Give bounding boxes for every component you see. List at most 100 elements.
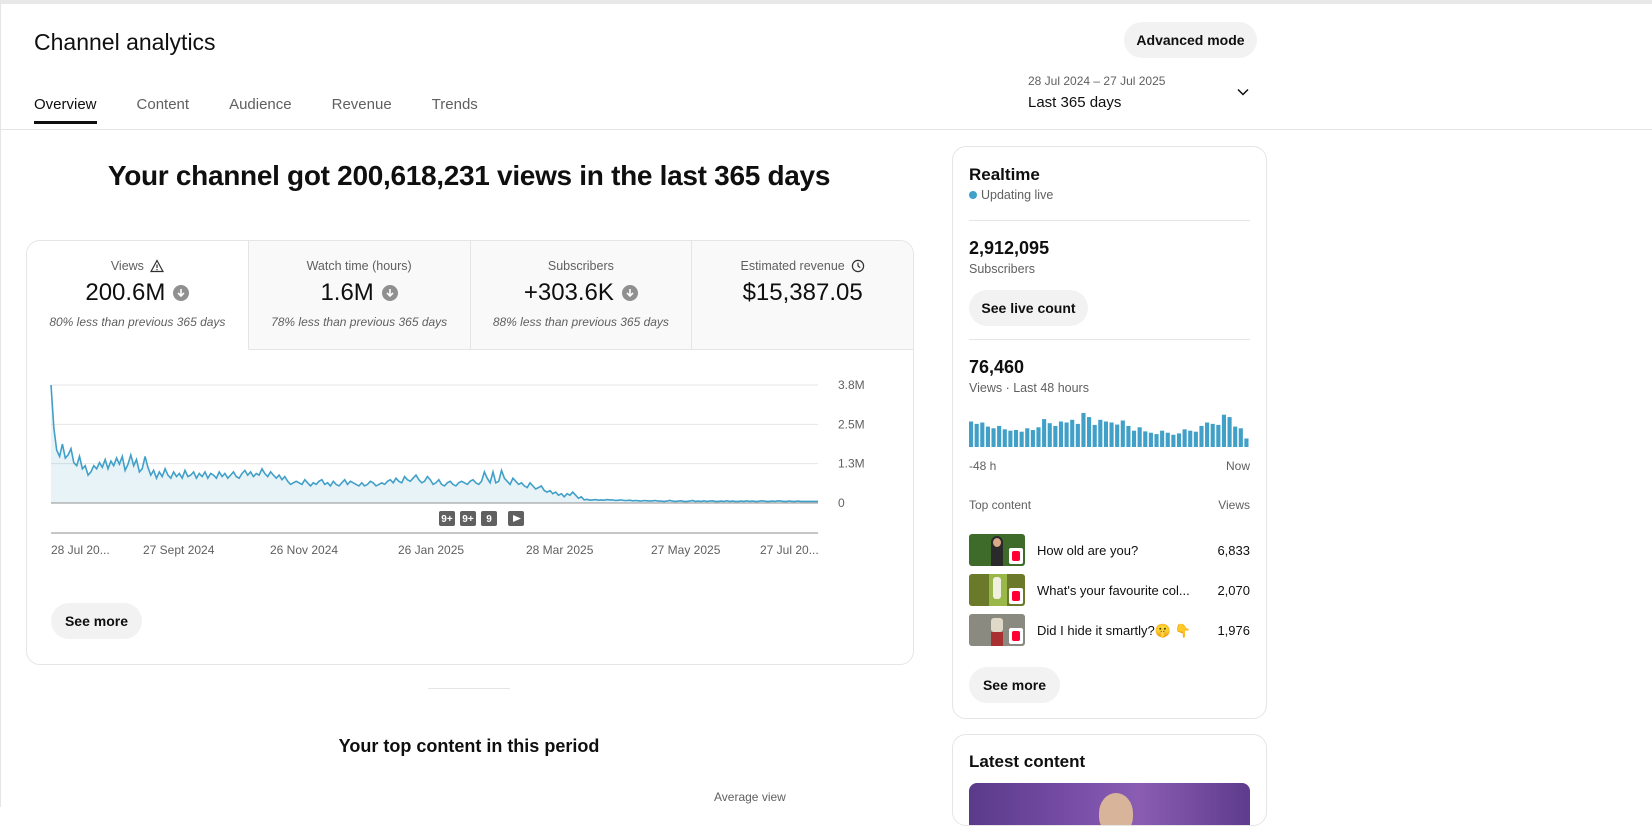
arrow-down-icon [173,285,190,301]
realtime-bar [974,423,979,447]
realtime-bar [1210,423,1215,447]
shorts-icon [1009,628,1023,644]
realtime-bar [1058,421,1064,447]
realtime-bar [1199,425,1204,447]
realtime-bar [1182,429,1187,447]
top-border [0,0,1652,4]
views-chart[interactable]: 3.8M 2.5M 1.3M 0 9+ 9+ 9 28 Jul 20... 27 Sept 20… [27,349,913,569]
live-indicator-icon [969,191,977,199]
metric-estimated-revenue[interactable]: Estimated revenue $15,387.05 [692,241,913,350]
publish-marker[interactable] [481,511,497,526]
metric-title: Estimated revenue [740,259,845,273]
top-content-row[interactable]: Did I hide it smartly?🤫 👇 1,976 [969,614,1250,648]
x-tick-label: 28 Mar 2025 [526,543,594,557]
realtime-bar [1042,419,1047,447]
publish-marker[interactable] [460,511,476,526]
x-tick-label: 27 Sept 2024 [143,543,215,557]
y-tick-label: 0 [838,496,845,510]
realtime-bar [1171,434,1176,447]
advanced-mode-button[interactable]: Advanced mode [1124,22,1257,58]
tab-content[interactable]: Content [136,96,190,113]
realtime-bar [1188,430,1193,447]
metric-comparison: 88% less than previous 365 days [492,315,669,329]
metric-value: +303.6K [523,279,614,306]
realtime-bar [985,426,990,447]
publish-marker-label: 9 [486,514,492,525]
overview-headline: Your channel got 200,618,231 views in th… [107,160,831,191]
realtime-bar [1002,429,1007,447]
realtime-bar [1148,432,1153,447]
top-content-row[interactable]: How old are you? 6,833 [969,534,1250,568]
metric-title: Watch time (hours) [306,259,412,273]
realtime-bar [1227,417,1232,447]
realtime-bar [1154,434,1159,447]
latest-video-thumbnail[interactable] [969,783,1250,825]
metric-comparison: 78% less than previous 365 days [271,315,448,329]
realtime-title: Realtime [969,165,1040,184]
tab-revenue[interactable]: Revenue [331,96,392,113]
x-tick-label: 28 Jul 20... [51,543,110,557]
top-content-row[interactable]: What's your favourite col... 2,070 [969,574,1250,608]
video-title: Did I hide it smartly?🤫 👇 [1037,623,1191,638]
video-title: How old are you? [1037,543,1139,558]
realtime-bar [1131,430,1137,447]
realtime-bar [1064,422,1069,447]
video-thumbnail [969,534,1025,566]
realtime-views-value: 76,460 [969,357,1025,377]
realtime-bar [991,428,996,447]
realtime-bar [1143,431,1148,447]
realtime-bar [1109,422,1114,447]
views-column-label: Views [1218,498,1250,512]
date-range-text: 28 Jul 2024 – 27 Jul 2025 [1028,74,1166,88]
realtime-bar [997,425,1002,447]
realtime-subscribers-label: Subscribers [969,262,1035,276]
left-border [0,0,1,807]
tab-trends[interactable]: Trends [431,96,478,113]
realtime-see-more-button[interactable]: See more [969,667,1060,703]
tab-audience[interactable]: Audience [229,96,292,113]
date-range-picker[interactable]: 28 Jul 2024 – 27 Jul 2025 Last 365 days [1028,73,1254,115]
video-thumbnail [969,574,1025,606]
realtime-bar [1087,417,1092,447]
chevron-down-icon [1237,88,1249,96]
realtime-views-label: Views · Last 48 hours [969,381,1089,395]
warning-icon [149,259,164,273]
play-icon [513,515,521,522]
metric-comparison: 80% less than previous 365 days [49,315,226,329]
realtime-bar [1075,423,1080,447]
realtime-bar [1221,414,1227,447]
realtime-bar [1098,419,1103,447]
realtime-bar [1126,425,1131,447]
arrow-down-icon [621,285,638,301]
latest-content-title: Latest content [969,752,1086,771]
views-area [51,385,818,503]
divider [969,339,1250,340]
video-thumbnail [969,614,1025,646]
x-tick-label: 26 Jan 2025 [398,543,464,557]
tab-overview[interactable]: Overview [34,96,97,130]
realtime-bar [1081,413,1086,447]
shorts-icon [1009,548,1023,564]
video-title: What's your favourite col... [1037,583,1190,598]
metric-title: Views [110,259,144,273]
realtime-status: Updating live [981,188,1054,202]
realtime-bar [969,421,974,447]
metric-views[interactable]: Views 200.6M 80% less than previous 365 … [27,241,249,350]
realtime-bar [1013,430,1019,447]
realtime-bar [1115,424,1120,447]
realtime-bar-chart[interactable] [969,411,1250,447]
metric-subscribers[interactable]: Subscribers +303.6K 88% less than previo… [470,241,693,350]
publish-marker[interactable] [439,511,455,526]
realtime-subscribers-value: 2,912,095 [969,238,1050,258]
realtime-bar [1120,420,1125,447]
metric-watch-time[interactable]: Watch time (hours) 1.6M 78% less than pr… [248,241,471,350]
clock-icon [851,259,864,273]
realtime-bar [1193,431,1198,447]
see-more-button[interactable]: See more [51,603,142,639]
realtime-bar [1030,430,1035,447]
video-views: 6,833 [1217,543,1250,558]
tab-bar: Overview Content Audience Revenue Trends [34,96,518,130]
shorts-icon [1009,588,1023,604]
x-tick-label: 26 Nov 2024 [270,543,338,557]
see-live-count-button[interactable]: See live count [969,290,1088,326]
